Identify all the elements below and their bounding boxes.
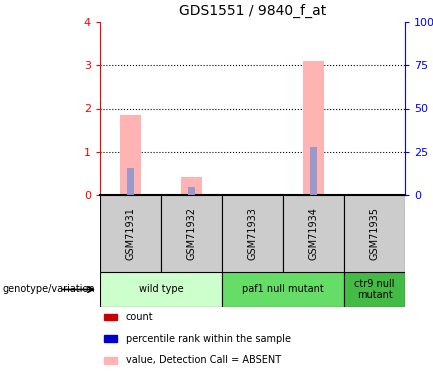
Text: value, Detection Call = ABSENT: value, Detection Call = ABSENT (126, 356, 281, 366)
Text: wild type: wild type (139, 285, 183, 294)
Bar (100, 272, 222, 307)
Bar (344, 272, 405, 307)
Bar (120, 115, 141, 195)
Text: GSM71931: GSM71931 (126, 207, 136, 260)
Bar (181, 177, 202, 195)
Bar (303, 61, 324, 195)
Bar (310, 147, 317, 195)
Text: count: count (126, 312, 154, 322)
Text: genotype/variation: genotype/variation (2, 285, 95, 294)
Title: GDS1551 / 9840_f_at: GDS1551 / 9840_f_at (179, 4, 326, 18)
Text: GSM71934: GSM71934 (308, 207, 319, 260)
Text: percentile rank within the sample: percentile rank within the sample (126, 334, 291, 344)
Bar (100, 195, 161, 272)
Text: ctr9 null
mutant: ctr9 null mutant (354, 279, 395, 300)
Text: paf1 null mutant: paf1 null mutant (242, 285, 324, 294)
Text: GSM71932: GSM71932 (187, 207, 197, 260)
Bar (188, 187, 195, 195)
Bar (222, 272, 344, 307)
Bar (344, 195, 405, 272)
Bar (283, 195, 344, 272)
Bar (127, 168, 134, 195)
Text: GSM71935: GSM71935 (369, 207, 379, 260)
Text: GSM71933: GSM71933 (248, 207, 258, 260)
Bar (161, 195, 222, 272)
Bar (222, 195, 283, 272)
